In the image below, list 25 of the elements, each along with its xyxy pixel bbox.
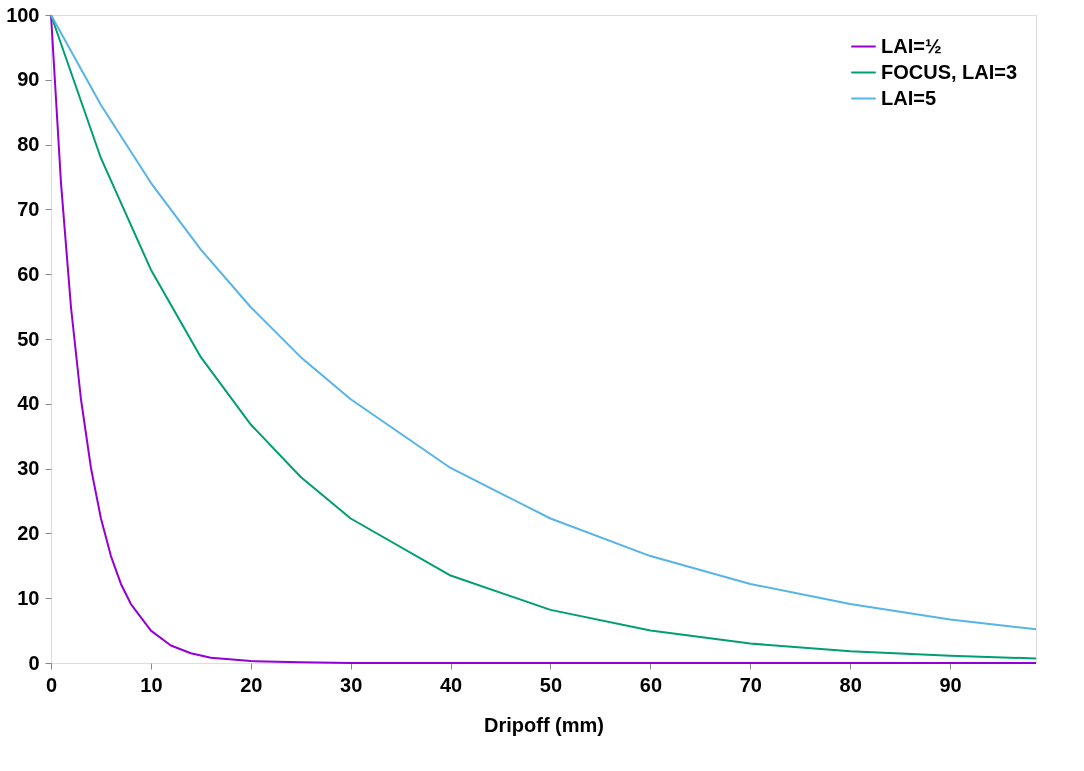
x-tick-label: 20 xyxy=(240,673,263,696)
y-tick-label: 80 xyxy=(17,133,40,156)
y-tick-label: 100 xyxy=(6,3,40,26)
y-tick-label: 20 xyxy=(17,521,40,544)
x-axis-title: Dripoff (mm) xyxy=(484,713,604,736)
y-tick-label: 10 xyxy=(17,586,40,609)
x-tick-label: 40 xyxy=(439,673,463,696)
y-tick-label: 50 xyxy=(17,327,40,350)
y-tick-label: 70 xyxy=(17,197,40,220)
x-tick-label: 90 xyxy=(939,673,962,696)
legend-label: FOCUS, LAI=3 xyxy=(881,60,1018,83)
legend-label: LAI=½ xyxy=(881,34,942,57)
x-tick-label: 0 xyxy=(45,673,58,696)
legend-label: LAI=5 xyxy=(881,86,937,109)
x-tick-label: 70 xyxy=(739,673,762,696)
y-tick-label: 30 xyxy=(17,457,40,480)
y-tick-label: 40 xyxy=(17,392,40,415)
y-tick-label: 0 xyxy=(28,651,40,674)
x-tick-label: 30 xyxy=(340,673,363,696)
x-tick-label: 50 xyxy=(539,673,563,696)
x-tick-label: 60 xyxy=(639,673,663,696)
y-tick-label: 90 xyxy=(17,68,40,91)
y-tick-label: 60 xyxy=(17,262,40,285)
x-tick-label: 80 xyxy=(839,673,862,696)
x-tick-label: 10 xyxy=(140,673,163,696)
